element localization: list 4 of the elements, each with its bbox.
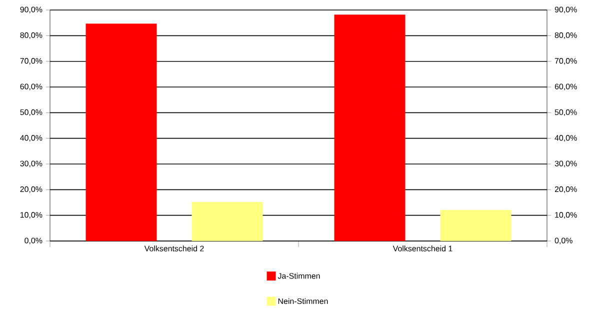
bar	[86, 24, 157, 241]
bar	[334, 14, 406, 241]
bar	[440, 210, 512, 241]
bar	[192, 202, 263, 241]
